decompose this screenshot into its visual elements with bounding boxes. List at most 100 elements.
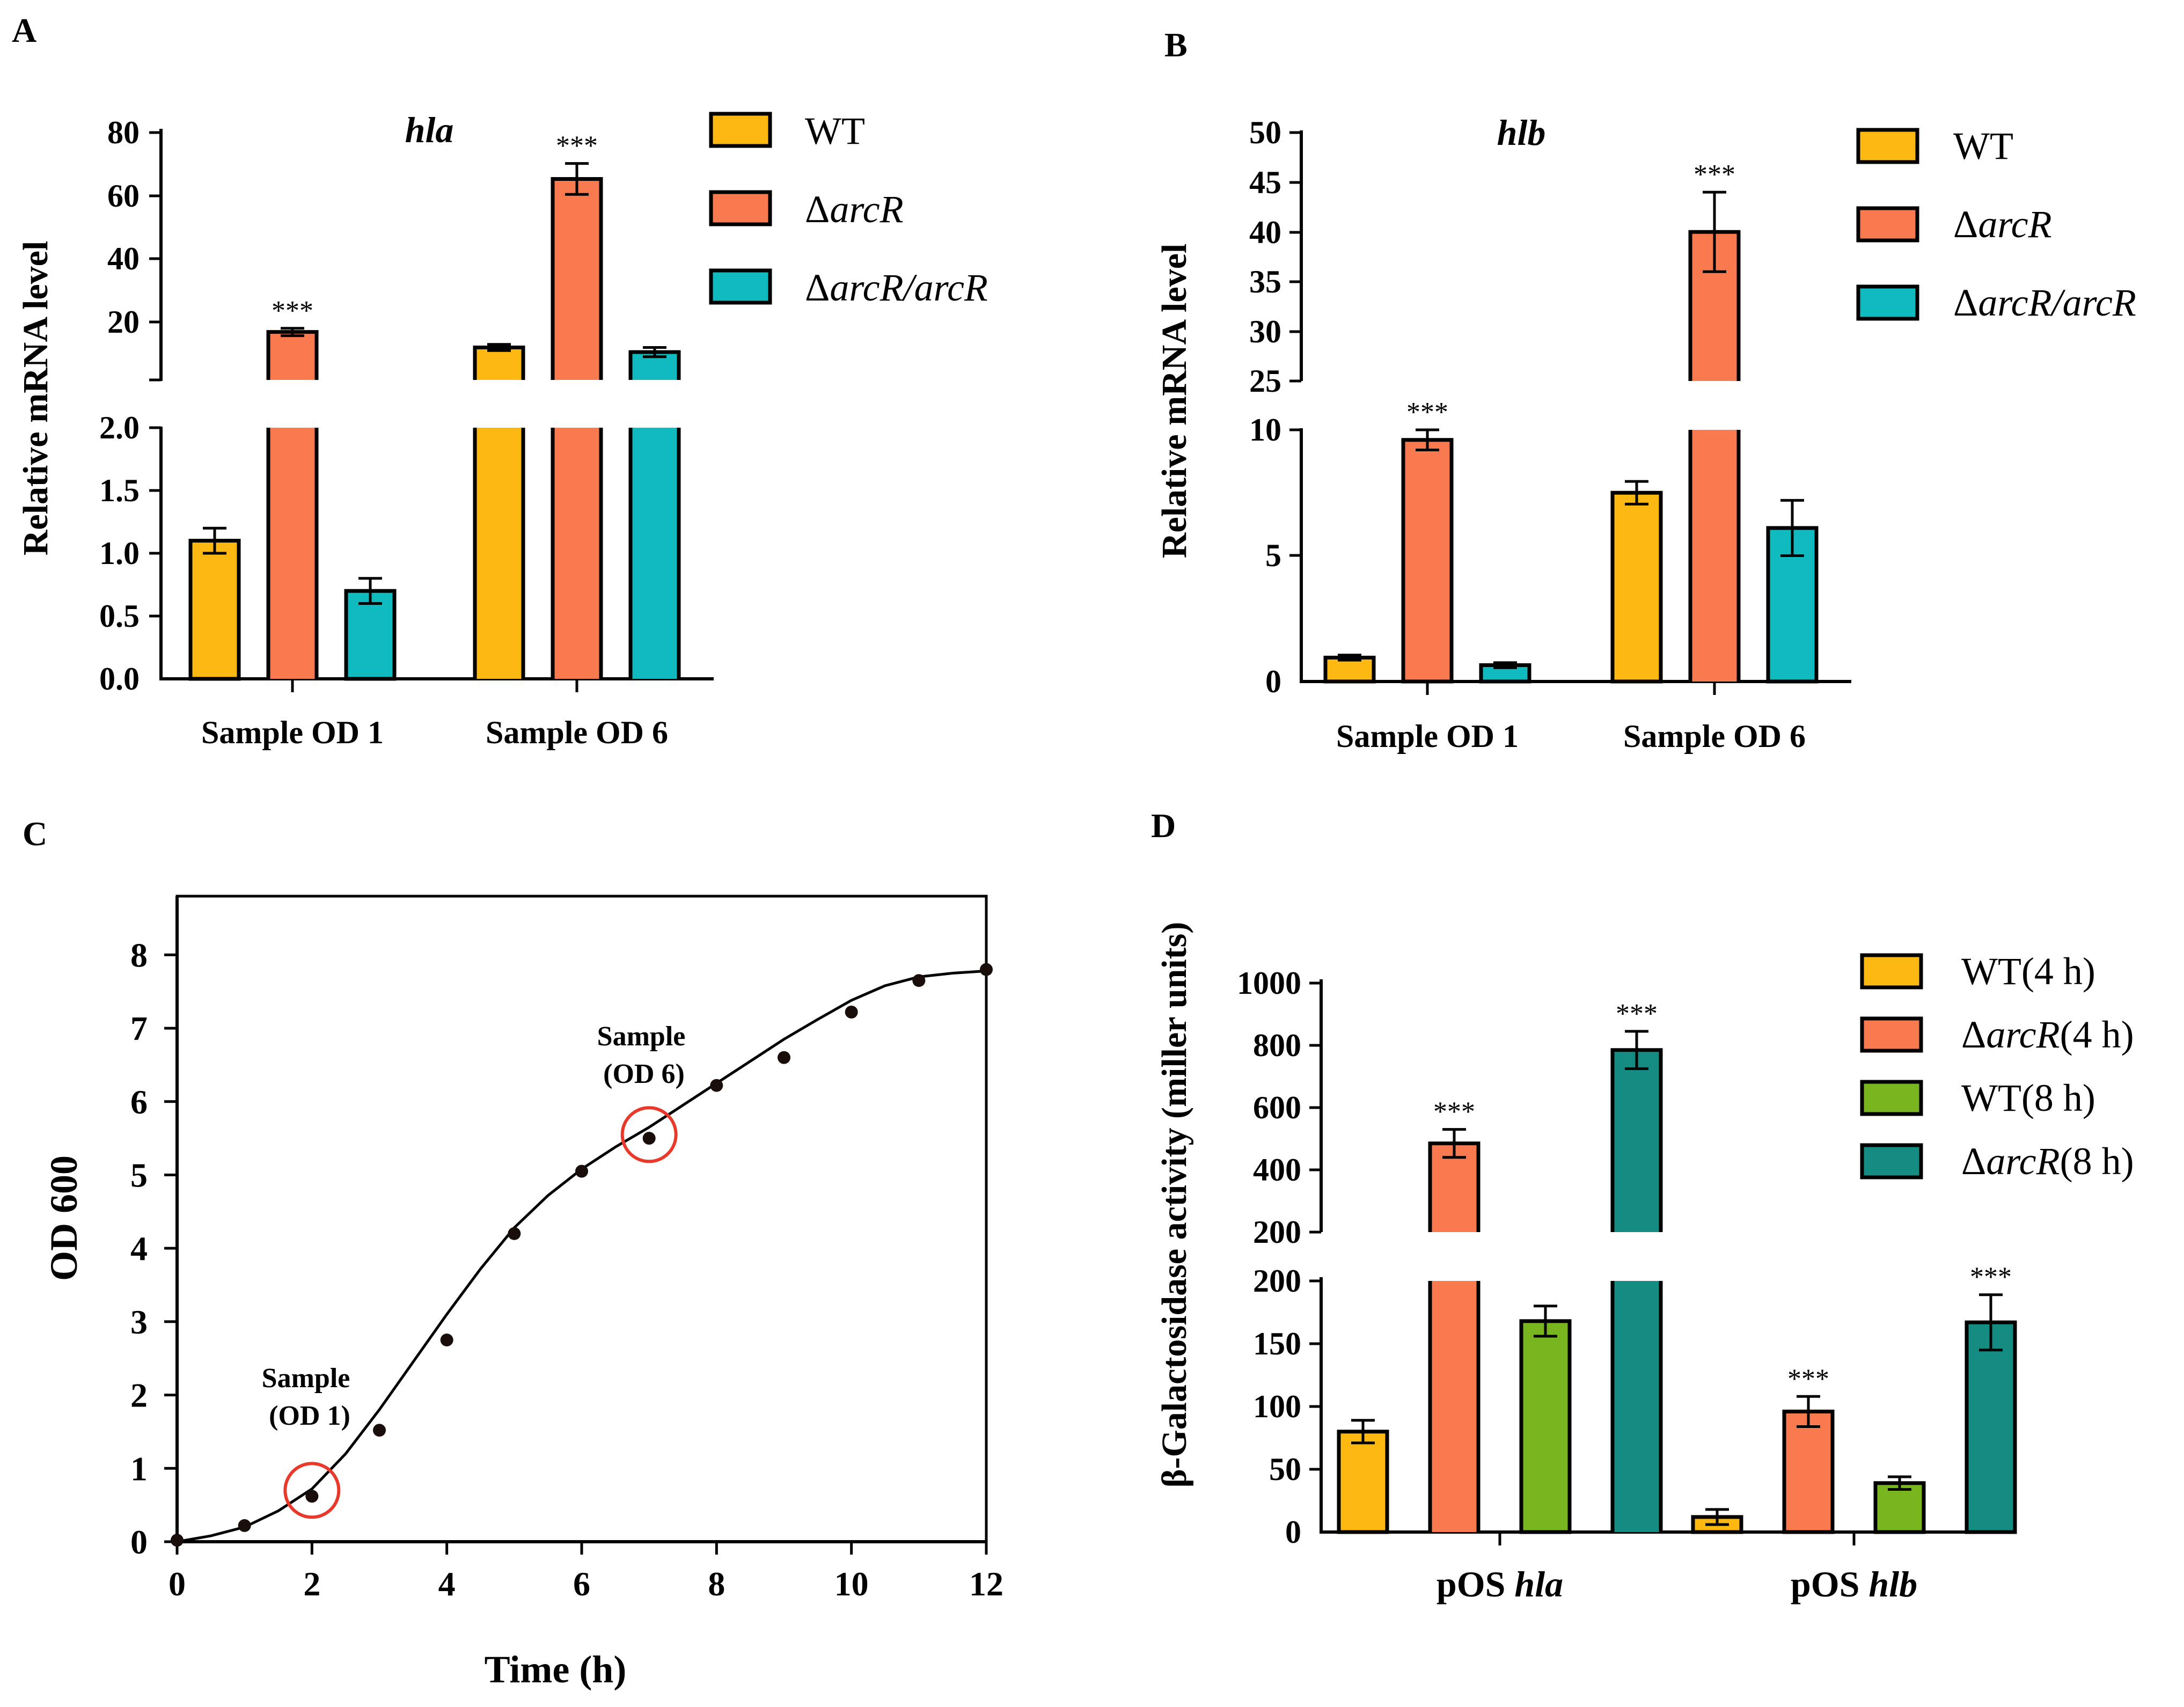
panel-d-y-tick-label: 800 (1253, 1028, 1301, 1063)
panel-d-bar-arcR4h-1-significance: *** (1433, 1097, 1475, 1127)
panel-d-bar-arcR8h-1-outline (1610, 1281, 1663, 1532)
panel-a-bars: *** *** (188, 131, 681, 681)
panel-c-ylabel: OD 600 (42, 1155, 85, 1281)
panel-c-data-point (508, 1227, 521, 1240)
panel-a-bar-arcR-2-upper (554, 180, 599, 380)
panel-a-bar-arcRarcR-2-outline (628, 428, 681, 679)
panel-d-y-tick-label: 1000 (1237, 965, 1301, 1001)
legend-ab-comp-label: ΔarcR/arcR (805, 266, 988, 309)
panel-c-annotation-od1-line2: (OD 1) (269, 1401, 350, 1431)
panel-a-bar-arcRarcR-2 (632, 428, 677, 679)
legend-d-wt8-swatch (1860, 1080, 1923, 1116)
panel-b-gene-title: hlb (1497, 112, 1546, 153)
legend-ab-wt-swatch (709, 112, 772, 148)
panel-c-x-tick-label: 8 (708, 1565, 725, 1603)
panel-d-category-label: pOS hla (1437, 1564, 1563, 1605)
panel-c-x-tick-label: 10 (834, 1565, 869, 1603)
panel-b-y-tick-label: 30 (1249, 314, 1281, 349)
panel-b-bar-arcR-1 (1401, 438, 1454, 684)
legend-d-wt4-swatch (1860, 953, 1923, 990)
panel-c-x-tick-label: 6 (573, 1565, 590, 1603)
legend-d-arcr8-swatch (1860, 1143, 1923, 1179)
panel-b-y-tick-label: 45 (1249, 165, 1281, 200)
panel-c-y-tick-label: 5 (130, 1156, 148, 1194)
panel-c-y-tick-label: 3 (130, 1303, 148, 1341)
panel-b-bar-arcR-2-significance: *** (1694, 159, 1735, 190)
panel-b-bar-arcR-2 (1692, 430, 1737, 682)
panel-a-bar-arcR-2 (554, 428, 599, 679)
legend-d-arcr4-label: ΔarcR(4 h) (1961, 1013, 2134, 1056)
panel-c-x-tick-label: 12 (969, 1565, 1003, 1603)
panel-d-bar-arcR8h-2 (1965, 1320, 2017, 1534)
panel-b-y-tick-label: 0 (1265, 664, 1281, 699)
panel-c-data-point (440, 1334, 453, 1347)
panel-b-y-tick-label: 50 (1249, 115, 1281, 150)
panel-a-bar-WT-2 (477, 428, 522, 679)
panel-a-y-tick-label: 80 (107, 115, 140, 150)
panel-d-bars: *** *** *** *** (1337, 999, 2017, 1534)
panel-a-y-tick-label: 1.5 (99, 473, 140, 508)
legend-d-wt8-label: WT(8 h) (1961, 1076, 2095, 1119)
panel-b-category-label: Sample OD 6 (1623, 719, 1806, 754)
panel-a-bar-arcR-2-significance: *** (556, 131, 598, 162)
panel-d-bar-arcR8h-2-significance: *** (1970, 1262, 2012, 1293)
panel-a-ylabel: Relative mRNA level (16, 241, 55, 556)
panel-d-letter: D (1151, 807, 1176, 845)
panel-c-data-point (778, 1051, 790, 1064)
panel-c-annotation-od6-line2: (OD 6) (603, 1059, 685, 1089)
panel-c-annotation-od6-line1: Sample (597, 1021, 686, 1052)
panel-b-y-tick-label: 25 (1249, 363, 1281, 399)
panel-c-data-point (710, 1079, 723, 1092)
panel-b-bar-arcR-2-outline (1688, 430, 1741, 682)
panel-d-y-tick-label: 100 (1253, 1389, 1301, 1424)
panel-b: B hlb Relative mRNA level 50 45 40 35 30… (1155, 26, 2136, 754)
panel-d-category-label: pOS hlb (1791, 1564, 1917, 1605)
legend-b-wt-label: WT (1953, 124, 2013, 167)
panel-a-y-tick-label: 0.0 (99, 661, 140, 697)
panel-b-letter: B (1164, 26, 1188, 64)
panel-b-y-tick-label: 40 (1249, 215, 1281, 250)
panel-c-plot-frame (175, 895, 988, 1543)
panel-b-bar-WT-2 (1610, 490, 1663, 684)
panel-c-y-tick-label: 0 (130, 1523, 148, 1561)
panel-c-sample-circle-2 (620, 1106, 678, 1163)
panel-d-y-tick-label: 400 (1253, 1152, 1301, 1188)
legend-b-arcr-swatch (1856, 206, 1919, 243)
panel-a-category-label: Sample OD 6 (486, 715, 668, 750)
panel-a: A hla Relative mRNA level 80 60 40 20 2.… (12, 11, 988, 750)
panel-b-bar-arcR-1-significance: *** (1406, 397, 1448, 428)
panel-c-fit-curve (177, 969, 987, 1543)
legend-b-arcr-label: ΔarcR (1953, 203, 2052, 246)
panel-d-bar-arcR8h-1-significance: *** (1616, 999, 1658, 1029)
panel-d-bar-arcR4h-2 (1782, 1409, 1835, 1534)
panel-c-y-tick-label: 4 (130, 1229, 148, 1268)
panel-d-bar-arcR4h-1-upper (1432, 1145, 1477, 1232)
panel-d-bar-arcR4h-1 (1432, 1281, 1477, 1532)
legend-d-arcr4-swatch (1860, 1016, 1923, 1053)
panel-c-data-point (575, 1164, 588, 1178)
panel-c-x-tick-label: 2 (303, 1565, 320, 1603)
panel-d-y-tick-label: 150 (1253, 1326, 1301, 1361)
panel-c-data-point (642, 1132, 656, 1145)
panel-b-y-tick-label: 35 (1249, 264, 1281, 299)
panel-c-xlabel: Time (h) (485, 1648, 627, 1691)
panel-d-ylabel: β-Galactosidase activity (miller units) (1155, 922, 1194, 1488)
legend-ab-wt-label: WT (805, 109, 865, 152)
panel-a-gene-title: hla (405, 109, 454, 150)
panel-d-bar-WT8h-1 (1519, 1319, 1572, 1534)
panel-d-bar-WT4h-1 (1337, 1430, 1389, 1534)
legend-d-wt4-label: WT(4 h) (1961, 950, 2095, 993)
legend-b-comp-swatch (1856, 284, 1919, 321)
panel-b-bars: *** *** (1323, 159, 1819, 684)
panel-c-data-point (980, 963, 993, 976)
panel-a-bar-arcR-1 (270, 428, 315, 679)
panel-d-y-tick-label: 0 (1285, 1514, 1301, 1550)
panel-d-bar-arcR8h-1-upper (1614, 1052, 1659, 1232)
panel-b-y-tick-label: 5 (1265, 538, 1281, 573)
panel-a-y-tick-label: 1.0 (99, 536, 140, 571)
panel-b-y-tick-label: 10 (1249, 412, 1281, 448)
panel-a-bar-WT-2-upper (477, 349, 522, 380)
panel-c-highlight-circles (283, 1106, 678, 1519)
